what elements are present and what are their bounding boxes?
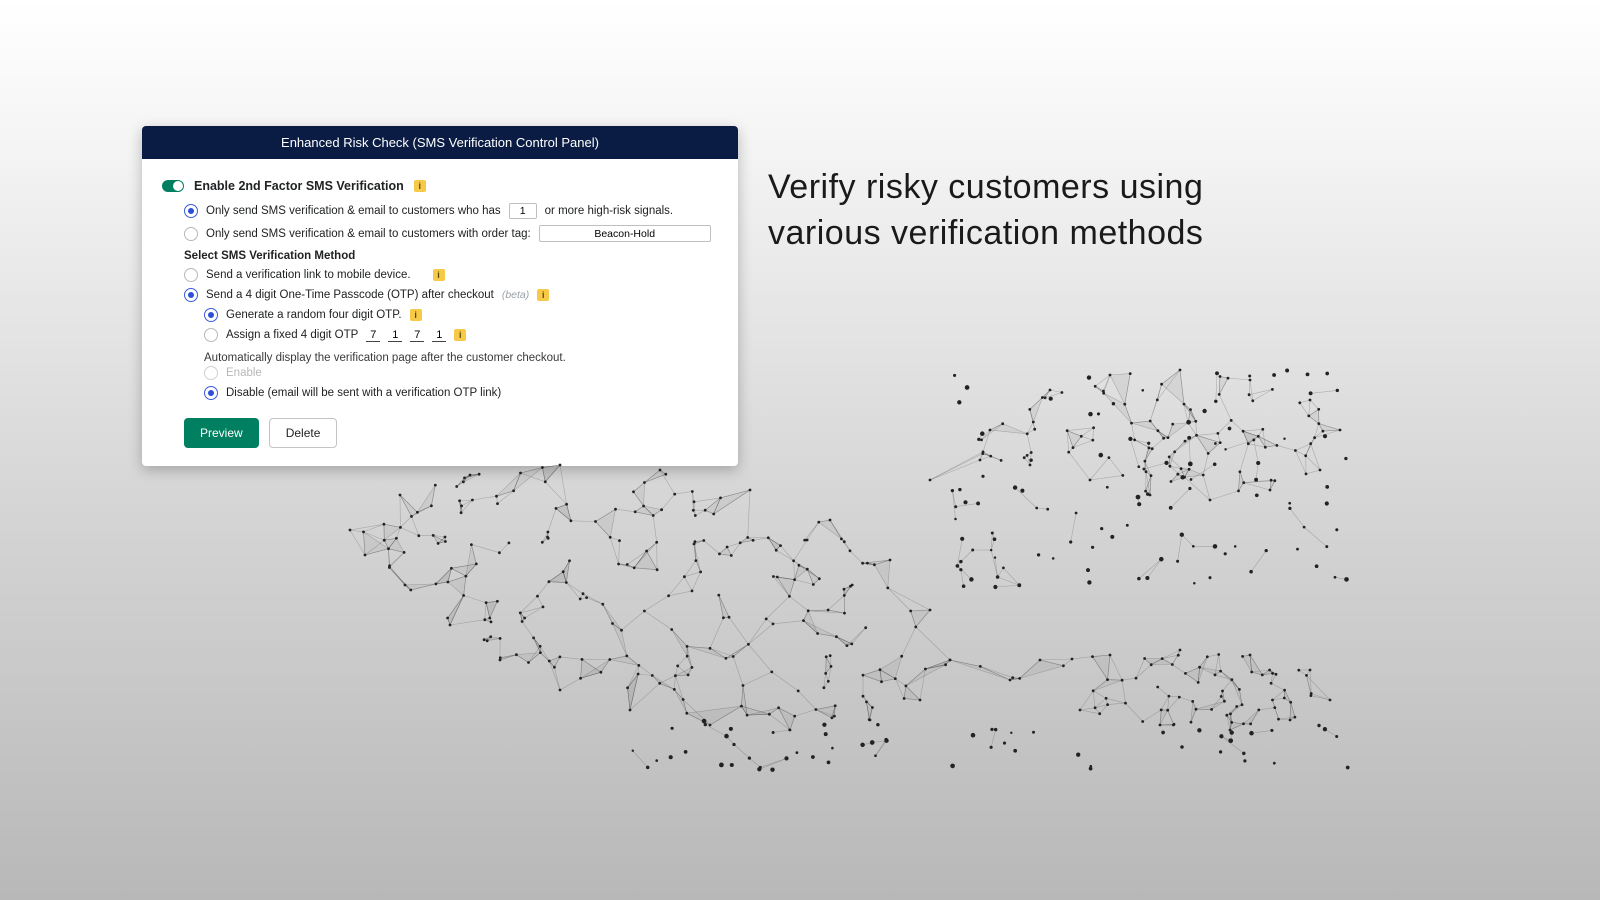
whale-illustration [310, 360, 1370, 790]
high-risk-count-input[interactable] [509, 203, 537, 219]
headline-line-1: Verify risky customers using [768, 165, 1368, 211]
preview-button[interactable]: Preview [184, 418, 259, 448]
otp-digit-4[interactable] [432, 329, 446, 342]
radio-otp-fixed[interactable] [204, 328, 218, 342]
otp-fixed-label: Assign a fixed 4 digit OTP [226, 329, 358, 341]
order-tag-input[interactable] [539, 225, 711, 242]
high-risk-text-before: Only send SMS verification & email to cu… [206, 205, 501, 217]
panel-title: Enhanced Risk Check (SMS Verification Co… [142, 126, 738, 159]
info-icon[interactable]: i [454, 329, 466, 341]
radio-auto-enable [204, 366, 218, 380]
otp-digit-2[interactable] [388, 329, 402, 342]
info-icon[interactable]: i [414, 180, 426, 192]
otp-digit-3[interactable] [410, 329, 424, 342]
enable-toggle-row: Enable 2nd Factor SMS Verification i [162, 179, 718, 193]
method-section-label: Select SMS Verification Method [184, 250, 718, 262]
radio-otp-random[interactable] [204, 308, 218, 322]
order-tag-text: Only send SMS verification & email to cu… [206, 228, 531, 240]
option-otp-random[interactable]: Generate a random four digit OTP. i [204, 308, 718, 322]
radio-high-risk[interactable] [184, 204, 198, 218]
option-method-link[interactable]: Send a verification link to mobile devic… [184, 268, 718, 282]
high-risk-text-after: or more high-risk signals. [545, 205, 673, 217]
option-method-otp[interactable]: Send a 4 digit One-Time Passcode (OTP) a… [184, 288, 718, 302]
info-icon[interactable]: i [410, 309, 422, 321]
auto-enable-label: Enable [226, 367, 262, 379]
otp-digit-1[interactable] [366, 329, 380, 342]
enable-toggle[interactable] [162, 180, 184, 192]
beta-label: (beta) [502, 289, 529, 301]
method-link-label: Send a verification link to mobile devic… [206, 269, 411, 281]
option-high-risk[interactable]: Only send SMS verification & email to cu… [184, 203, 718, 219]
option-order-tag[interactable]: Only send SMS verification & email to cu… [184, 225, 718, 242]
option-otp-fixed[interactable]: Assign a fixed 4 digit OTP i [204, 328, 718, 342]
enable-toggle-label: Enable 2nd Factor SMS Verification [194, 179, 404, 193]
radio-method-otp[interactable] [184, 288, 198, 302]
marketing-headline: Verify risky customers using various ver… [768, 165, 1368, 257]
headline-line-2: various verification methods [768, 211, 1368, 257]
method-otp-label: Send a 4 digit One-Time Passcode (OTP) a… [206, 289, 494, 301]
radio-auto-disable[interactable] [204, 386, 218, 400]
radio-method-link[interactable] [184, 268, 198, 282]
info-icon[interactable]: i [537, 289, 549, 301]
info-icon[interactable]: i [433, 269, 445, 281]
otp-random-label: Generate a random four digit OTP. [226, 309, 402, 321]
radio-order-tag[interactable] [184, 227, 198, 241]
